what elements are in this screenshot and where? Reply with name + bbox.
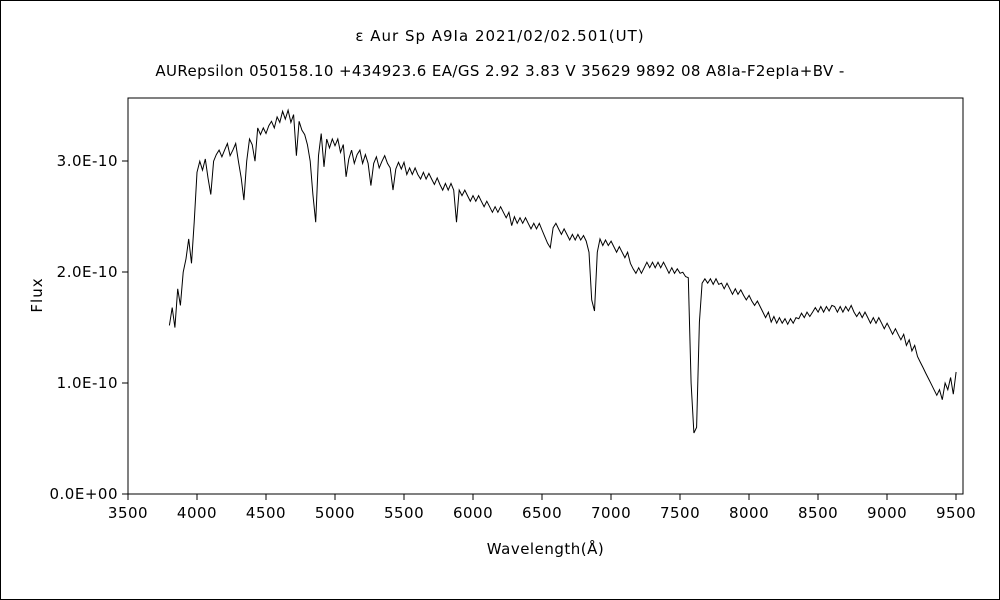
x-tick-label: 5500 — [383, 504, 425, 522]
x-tick-label: 7500 — [659, 504, 701, 522]
x-tick-label: 8500 — [797, 504, 839, 522]
y-axis-title: Flux — [28, 277, 46, 313]
x-tick-label: 4500 — [245, 504, 287, 522]
chart-subtitle: AURepsilon 050158.10 +434923.6 EA/GS 2.9… — [155, 62, 845, 80]
x-axis-title: Wavelength(Å) — [486, 540, 605, 558]
y-tick-label: 3.0E-10 — [56, 152, 118, 171]
x-tick-label: 6000 — [452, 504, 494, 522]
x-tick-label: 5000 — [314, 504, 356, 522]
spectrum-line — [168, 108, 957, 434]
y-tick-label: 1.0E-10 — [56, 374, 118, 393]
y-tick-label: 2.0E-10 — [56, 263, 118, 282]
x-tick-label: 6500 — [521, 504, 563, 522]
x-tick-label: 3500 — [107, 504, 149, 522]
x-tick-label: 8000 — [728, 504, 770, 522]
x-tick-label: 7000 — [590, 504, 632, 522]
chart-title: ε Aur Sp A9Ia 2021/02/02.501(UT) — [355, 27, 645, 45]
axis-tick-marks — [122, 160, 957, 500]
x-tick-label: 4000 — [176, 504, 218, 522]
plot-border — [127, 97, 964, 495]
y-tick-label: 0.0E+00 — [49, 485, 118, 503]
x-tick-label: 9500 — [936, 504, 977, 522]
x-tick-label: 9000 — [866, 504, 908, 522]
